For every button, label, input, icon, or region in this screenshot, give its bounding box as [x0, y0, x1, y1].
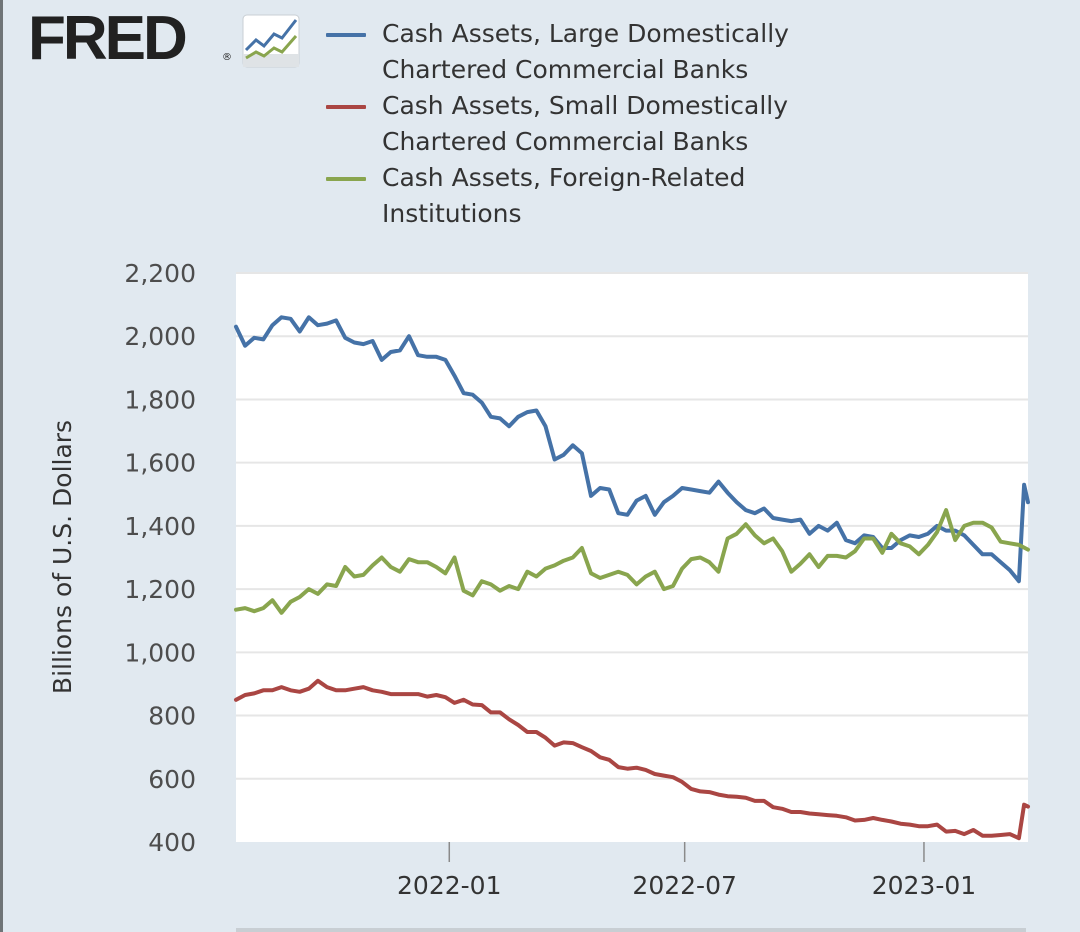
legend-swatch-small-banks — [326, 105, 366, 109]
y-tick-label: 1,200 — [124, 575, 196, 604]
y-tick-label: 400 — [148, 828, 196, 857]
legend-item-foreign-related[interactable]: Cash Assets, Foreign-Related Institution… — [326, 160, 806, 232]
series-line-large-banks[interactable] — [234, 315, 1030, 584]
fred-logo[interactable]: FRED ® — [28, 8, 308, 72]
x-tick-label: 2023-01 — [872, 871, 976, 900]
legend-label-large-banks: Cash Assets, Large Domestically Chartere… — [382, 19, 789, 84]
registered-mark: ® — [222, 52, 232, 63]
plot-area — [236, 273, 1028, 842]
y-tick-label: 1,800 — [124, 385, 196, 414]
chart-legend: Cash Assets, Large Domestically Chartere… — [326, 16, 806, 232]
y-axis-title: Billions of U.S. Dollars — [48, 420, 77, 694]
x-tick-label: 2022-07 — [632, 871, 736, 900]
series-lines — [234, 315, 1030, 841]
y-tick-label: 800 — [148, 702, 196, 731]
y-tick-label: 1,400 — [124, 512, 196, 541]
logo-wordmark: FRED — [28, 4, 188, 73]
x-tick-label: 2022-01 — [397, 871, 501, 900]
legend-label-small-banks: Cash Assets, Small Domestically Chartere… — [382, 91, 789, 156]
grid-lines — [236, 272, 1028, 780]
legend-item-small-banks[interactable]: Cash Assets, Small Domestically Chartere… — [326, 88, 806, 160]
legend-label-foreign-related: Cash Assets, Foreign-Related Institution… — [382, 163, 746, 228]
y-tick-label: 2,000 — [124, 322, 196, 351]
y-tick-label: 1,000 — [124, 638, 196, 667]
y-tick-label: 1,600 — [124, 449, 196, 478]
series-line-small-banks[interactable] — [234, 678, 1030, 841]
legend-swatch-foreign-related — [326, 177, 366, 181]
series-line-foreign-related[interactable] — [234, 508, 1030, 615]
legend-item-large-banks[interactable]: Cash Assets, Large Domestically Chartere… — [326, 16, 806, 88]
x-axis-ticks: 2022-01 2022-07 2023-01 — [397, 842, 976, 900]
legend-swatch-large-banks — [326, 33, 366, 37]
range-selector-bar[interactable] — [236, 928, 1026, 932]
y-tick-label: 600 — [148, 765, 196, 794]
y-tick-label: 2,200 — [124, 259, 196, 288]
window-edge — [0, 0, 3, 932]
y-axis-ticks: 2,200 2,000 1,800 1,600 1,400 1,200 1,000 800 60… — [124, 259, 196, 857]
chart-trend-icon — [242, 14, 300, 68]
